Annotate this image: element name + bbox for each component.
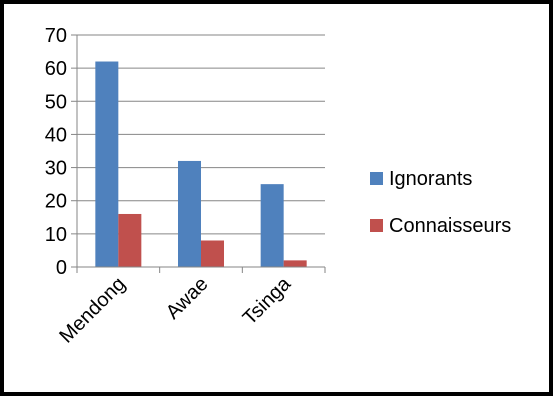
y-tick-label: 0 <box>56 257 67 279</box>
bar-connaisseurs-tsinga <box>283 260 307 267</box>
y-tick-label: 30 <box>45 158 67 180</box>
y-tick-label: 40 <box>45 124 67 146</box>
legend-label-connaisseurs: Connaisseurs <box>389 215 511 237</box>
y-tick-label: 70 <box>45 25 67 47</box>
legend-label-ignorants: Ignorants <box>389 168 472 190</box>
bars <box>95 61 307 268</box>
bar-connaisseurs-mendong <box>118 213 142 267</box>
y-tick-label: 60 <box>45 58 67 80</box>
y-tick-label: 20 <box>45 191 67 213</box>
y-tick-labels: 0 10 20 30 40 50 60 70 <box>45 25 67 279</box>
axes <box>71 34 326 273</box>
bar-ignorants-mendong <box>95 61 119 268</box>
bar-connaisseurs-awae <box>201 240 224 267</box>
bar-ignorants-tsinga <box>260 184 284 267</box>
legend-swatch-connaisseurs <box>370 219 383 232</box>
y-tick-label: 50 <box>45 91 67 113</box>
y-tick-label: 10 <box>45 224 67 246</box>
bar-ignorants-awae <box>178 160 201 267</box>
legend-swatch-ignorants <box>370 172 383 185</box>
legend: Ignorants Connaisseurs <box>370 168 511 237</box>
